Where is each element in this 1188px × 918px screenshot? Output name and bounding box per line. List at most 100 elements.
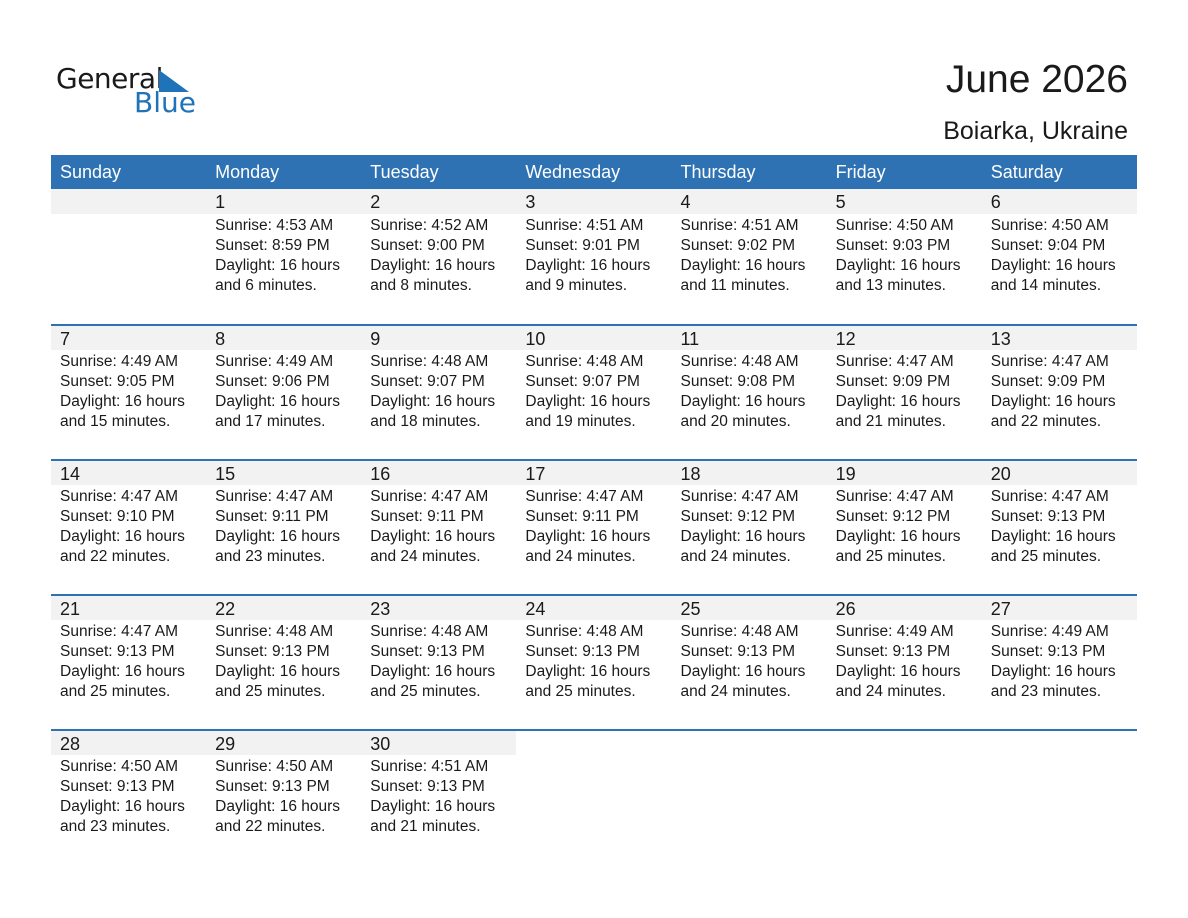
day-number: 30 — [370, 734, 391, 754]
day-number-band: 9 — [361, 326, 517, 350]
daylight-text: Daylight: 16 hours — [60, 798, 185, 815]
sun-info: Sunrise: 4:49 AM Sunset: 9:05 PM Daylight:… — [51, 350, 206, 432]
sunset-text: Sunset: 8:59 PM — [215, 237, 330, 254]
generalblue-logo: General Blue — [56, 62, 196, 122]
sunset-text: Sunset: 9:09 PM — [835, 373, 951, 390]
sunset-text: Sunset: 9:11 PM — [215, 508, 329, 525]
sun-info: Sunrise: 4:47 AM Sunset: 9:13 PM Daylight:… — [51, 620, 206, 702]
day-number-band: 27 — [981, 596, 1137, 620]
day-cell: 30 Sunrise: 4:51 AM Sunset: 9:13 PM Dayligh… — [361, 731, 517, 864]
daylight-text: Daylight: 16 hours — [680, 393, 806, 410]
weekday-header-friday: Friday — [835, 162, 886, 182]
day-cell: 11 Sunrise: 4:48 AM Sunset: 9:08 PM Dayligh… — [671, 326, 827, 459]
day-cell: 23 Sunrise: 4:48 AM Sunset: 9:13 PM Dayligh… — [361, 596, 517, 729]
sunset-text: Sunset: 9:03 PM — [835, 237, 951, 254]
day-number: 2 — [370, 192, 381, 212]
daylight-text: and 22 minutes. — [990, 413, 1102, 430]
daylight-text: and 23 minutes. — [60, 818, 171, 835]
sunset-text: Sunset: 9:13 PM — [370, 643, 485, 660]
sunset-text: Sunset: 9:13 PM — [60, 643, 175, 660]
sunset-text: Sunset: 9:01 PM — [525, 237, 640, 254]
day-cell: 22 Sunrise: 4:48 AM Sunset: 9:13 PM Dayligh… — [206, 596, 362, 729]
daylight-text: Daylight: 16 hours — [680, 663, 806, 680]
day-number: 10 — [525, 329, 546, 349]
sunrise-text: Sunrise: 4:47 AM — [990, 488, 1109, 505]
daylight-text: and 25 minutes. — [370, 683, 481, 700]
daylight-text: and 24 minutes. — [680, 683, 791, 700]
sun-info: Sunrise: 4:47 AM Sunset: 9:09 PM Daylight:… — [982, 350, 1137, 432]
day-number-band: 8 — [206, 326, 362, 350]
daylight-text: and 24 minutes. — [370, 548, 481, 565]
sun-info: Sunrise: 4:48 AM Sunset: 9:07 PM Daylight:… — [516, 350, 671, 432]
day-number: 17 — [525, 464, 546, 484]
daylight-text: Daylight: 16 hours — [215, 528, 341, 545]
day-number-band: 29 — [206, 731, 362, 755]
daylight-text: and 21 minutes. — [835, 413, 946, 430]
sunrise-text: Sunrise: 4:50 AM — [60, 758, 179, 775]
sunset-text: Sunset: 9:13 PM — [60, 778, 175, 795]
sunset-text: Sunset: 9:02 PM — [680, 237, 796, 254]
day-number: 23 — [370, 599, 391, 619]
day-number: 18 — [680, 464, 701, 484]
sunset-text: Sunset: 9:08 PM — [680, 373, 796, 390]
daylight-text: Daylight: 16 hours — [680, 257, 806, 274]
sun-info: Sunrise: 4:47 AM Sunset: 9:11 PM Daylight:… — [361, 485, 516, 567]
sunset-text: Sunset: 9:13 PM — [215, 778, 330, 795]
sun-info: Sunrise: 4:48 AM Sunset: 9:13 PM Daylight:… — [206, 620, 361, 702]
sunrise-text: Sunrise: 4:51 AM — [680, 217, 799, 234]
sun-info: Sunrise: 4:52 AM Sunset: 9:00 PM Daylight:… — [361, 214, 516, 296]
day-number-band: 6 — [981, 189, 1137, 214]
day-cell: 24 Sunrise: 4:48 AM Sunset: 9:13 PM Dayligh… — [516, 596, 672, 729]
sunrise-text: Sunrise: 4:47 AM — [680, 488, 799, 505]
day-number: 28 — [60, 734, 81, 754]
sunrise-text: Sunrise: 4:47 AM — [835, 488, 954, 505]
day-number-band: 28 — [51, 731, 207, 755]
day-number-band: 4 — [671, 189, 827, 214]
day-number-band: 19 — [826, 461, 982, 485]
day-cell: 21 Sunrise: 4:47 AM Sunset: 9:13 PM Dayligh… — [51, 596, 207, 729]
week-row: 28 Sunrise: 4:50 AM Sunset: 9:13 PM Dayligh… — [51, 729, 1137, 864]
sunrise-text: Sunrise: 4:48 AM — [525, 353, 644, 370]
sun-info: Sunrise: 4:47 AM Sunset: 9:10 PM Daylight:… — [51, 485, 206, 567]
daylight-text: and 22 minutes. — [60, 548, 171, 565]
sun-info: Sunrise: 4:51 AM Sunset: 9:02 PM Daylight:… — [672, 214, 827, 296]
sunrise-text: Sunrise: 4:47 AM — [60, 488, 179, 505]
weekday-header-wednesday: Wednesday — [525, 162, 621, 182]
daylight-text: and 23 minutes. — [990, 683, 1102, 700]
location-subtitle: Boiarka, Ukraine — [943, 117, 1128, 145]
sunrise-text: Sunrise: 4:50 AM — [990, 217, 1109, 234]
sun-info: Sunrise: 4:48 AM Sunset: 9:13 PM Daylight:… — [516, 620, 671, 702]
daylight-text: Daylight: 16 hours — [370, 798, 496, 815]
day-cell: 28 Sunrise: 4:50 AM Sunset: 9:13 PM Dayligh… — [51, 731, 207, 864]
daylight-text: and 25 minutes. — [835, 548, 946, 565]
day-number-band: 26 — [826, 596, 982, 620]
logo-text-general: General — [56, 62, 163, 95]
sunrise-text: Sunrise: 4:47 AM — [60, 623, 179, 640]
sunset-text: Sunset: 9:13 PM — [370, 778, 485, 795]
daylight-text: Daylight: 16 hours — [370, 393, 496, 410]
day-number-band: 5 — [826, 189, 982, 214]
daylight-text: Daylight: 16 hours — [525, 528, 651, 545]
daylight-text: and 19 minutes. — [525, 413, 636, 430]
daylight-text: and 25 minutes. — [60, 683, 171, 700]
day-number: 24 — [525, 599, 546, 619]
daylight-text: Daylight: 16 hours — [990, 528, 1116, 545]
week-row: 1 Sunrise: 4:53 AM Sunset: 8:59 PM Daylight… — [51, 189, 1137, 324]
day-cell: 25 Sunrise: 4:48 AM Sunset: 9:13 PM Dayligh… — [671, 596, 827, 729]
day-number: 27 — [990, 599, 1011, 619]
sun-info: Sunrise: 4:51 AM Sunset: 9:13 PM Daylight:… — [361, 755, 516, 837]
sunset-text: Sunset: 9:04 PM — [990, 237, 1106, 254]
day-number: 7 — [60, 329, 71, 349]
daylight-text: Daylight: 16 hours — [215, 257, 341, 274]
daylight-text: Daylight: 16 hours — [60, 393, 185, 410]
sunset-text: Sunset: 9:13 PM — [680, 643, 796, 660]
sunrise-text: Sunrise: 4:47 AM — [990, 353, 1109, 370]
daylight-text: Daylight: 16 hours — [370, 528, 496, 545]
day-cell: 26 Sunrise: 4:49 AM Sunset: 9:13 PM Dayligh… — [826, 596, 982, 729]
sunset-text: Sunset: 9:09 PM — [990, 373, 1106, 390]
daylight-text: and 25 minutes. — [215, 683, 326, 700]
day-cell: 18 Sunrise: 4:47 AM Sunset: 9:12 PM Dayligh… — [671, 461, 827, 594]
day-number-band: 22 — [206, 596, 362, 620]
week-row: 21 Sunrise: 4:47 AM Sunset: 9:13 PM Dayligh… — [51, 594, 1137, 729]
